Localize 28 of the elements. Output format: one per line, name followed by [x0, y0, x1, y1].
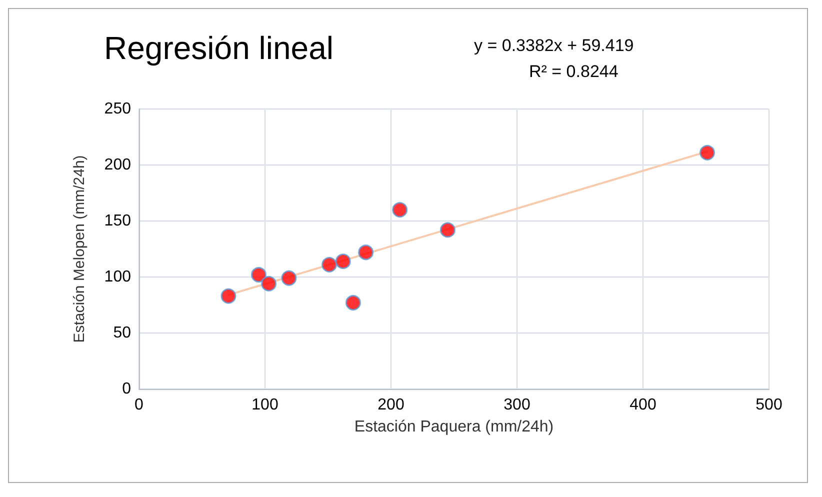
y-tick-label: 150: [104, 212, 132, 230]
y-tick-label: 0: [122, 380, 132, 398]
point: [358, 244, 374, 260]
point: [700, 144, 716, 160]
x-tick-label: 100: [252, 396, 278, 414]
point: [392, 202, 408, 218]
text: R² = 0.8244: [529, 62, 618, 81]
x-tick-label: 0: [134, 396, 144, 414]
y-tick-label: 250: [104, 100, 132, 118]
point: [345, 295, 361, 311]
point: [322, 256, 338, 272]
chart-title: Regresión lineal: [104, 30, 334, 66]
point: [250, 267, 266, 283]
point: [261, 276, 277, 292]
point: [335, 254, 351, 270]
y-tick-label: 100: [104, 268, 132, 286]
x-tick-label: 300: [504, 396, 530, 414]
y-axis-title: Estación Melopen (mm/24h): [71, 155, 88, 343]
point: [220, 288, 236, 304]
x-axis-title: Estación Paquera (mm/24h): [354, 418, 554, 436]
x-tick-label: 500: [756, 396, 782, 414]
y-tick-label: 50: [113, 324, 132, 342]
point: [440, 222, 456, 238]
y-tick-label: 200: [104, 156, 132, 174]
x-tick-label: 200: [378, 396, 404, 414]
x-tick-label: 400: [630, 396, 656, 414]
point: [281, 270, 297, 286]
text: y = 0.3382x + 59.419: [474, 36, 634, 55]
